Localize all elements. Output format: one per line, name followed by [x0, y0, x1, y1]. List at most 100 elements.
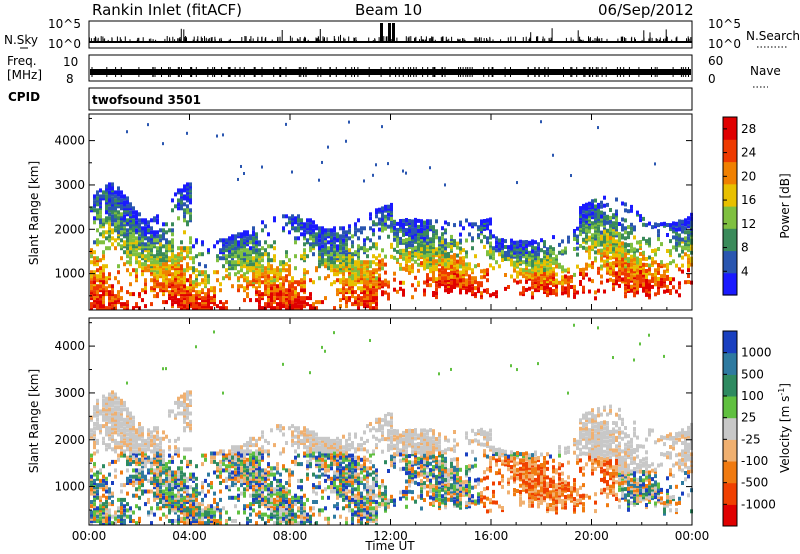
power-cell	[171, 252, 174, 257]
power-cell	[159, 228, 162, 233]
power-cell	[177, 206, 180, 211]
power-cell	[261, 264, 264, 269]
power-cell	[90, 206, 93, 211]
velocity-cell	[99, 430, 102, 435]
velocity-cell	[96, 426, 99, 431]
power-cell	[102, 230, 105, 235]
velocity-cell	[129, 481, 132, 485]
power-cell	[156, 214, 159, 219]
velocity-cell	[126, 447, 129, 452]
power-cell	[543, 250, 546, 255]
velocity-cell	[159, 516, 162, 521]
velocity-cell	[105, 481, 108, 485]
velocity-cell	[96, 422, 99, 426]
power-cell	[279, 282, 282, 287]
power-cell	[324, 252, 327, 257]
velocity-cell	[96, 398, 99, 403]
power-cell	[435, 265, 438, 270]
power-cell	[666, 223, 669, 227]
power-cell	[198, 290, 201, 295]
power-cell	[309, 304, 312, 309]
power-cell	[468, 222, 471, 227]
power-cell	[363, 270, 366, 275]
velocity-cell	[168, 470, 171, 475]
power-cell	[441, 258, 444, 263]
velocity-cell	[105, 403, 108, 407]
power-cell	[513, 278, 516, 283]
power-cell	[348, 296, 351, 301]
power-cell	[261, 280, 264, 285]
power-cell	[180, 296, 183, 301]
power-cell	[573, 237, 576, 241]
velocity-cell	[90, 487, 93, 492]
power-cell	[99, 284, 102, 289]
velocity-cell	[153, 474, 156, 479]
velocity-cell	[102, 413, 105, 418]
velocity-cell	[168, 468, 171, 473]
velocity-cell	[132, 478, 135, 483]
power-cell	[219, 248, 222, 253]
power-cell	[435, 291, 438, 296]
power-cell	[474, 222, 477, 227]
velocity-cell	[171, 521, 174, 526]
power-cell	[174, 192, 177, 197]
velocity-cell	[93, 481, 96, 485]
power-cell	[249, 240, 252, 245]
power-cell	[285, 222, 288, 227]
power-cell	[282, 282, 285, 287]
power-cell	[588, 263, 591, 268]
power-cell	[210, 306, 213, 311]
power-cell	[630, 208, 633, 213]
power-cell	[303, 222, 306, 227]
power-cell	[609, 215, 612, 220]
velocity-cell	[165, 476, 168, 481]
power-cell	[486, 218, 489, 223]
velocity-cell	[108, 426, 111, 431]
velocity-cell	[174, 510, 177, 515]
velocity-cell	[150, 476, 153, 481]
velocity-cell	[177, 470, 180, 475]
power-cell	[225, 300, 228, 305]
power-cell	[378, 263, 381, 268]
power-cell	[525, 240, 528, 244]
velocity-cell	[117, 514, 120, 519]
velocity-cell	[141, 489, 144, 494]
power-cell	[255, 298, 258, 303]
velocity-cell	[120, 411, 123, 416]
power-cell	[621, 217, 624, 222]
power-cell	[153, 278, 156, 283]
velocity-cell	[153, 483, 156, 488]
power-cell	[303, 304, 306, 309]
power-cell	[369, 260, 372, 265]
power-cell	[183, 208, 186, 213]
power-cell	[207, 278, 210, 283]
velocity-cell	[126, 481, 129, 485]
power-cell	[219, 288, 222, 293]
power-cell	[348, 254, 351, 259]
power-cell	[594, 250, 597, 255]
power-cell	[432, 273, 435, 277]
power-cell	[219, 238, 222, 243]
velocity-cell	[141, 434, 144, 439]
power-cell	[102, 272, 105, 277]
velocity-cell	[156, 443, 159, 448]
velocity-cell	[138, 430, 141, 435]
power-cell	[267, 302, 270, 307]
power-cell	[330, 246, 333, 251]
velocity-cell	[135, 521, 138, 526]
velocity-cell	[105, 432, 108, 437]
velocity-cell	[156, 426, 159, 431]
velocity-cell	[168, 472, 171, 477]
velocity-cell	[138, 434, 141, 439]
power-cell	[153, 258, 156, 263]
velocity-cell	[183, 508, 186, 513]
velocity-cell	[96, 417, 99, 422]
velocity-cell	[132, 449, 135, 454]
power-cell	[465, 218, 468, 223]
velocity-cell	[117, 415, 120, 420]
velocity-cell	[138, 519, 141, 523]
velocity-cell	[150, 506, 153, 511]
velocity-cell	[96, 510, 99, 515]
power-cell	[540, 276, 543, 281]
velocity-cell	[132, 519, 135, 523]
